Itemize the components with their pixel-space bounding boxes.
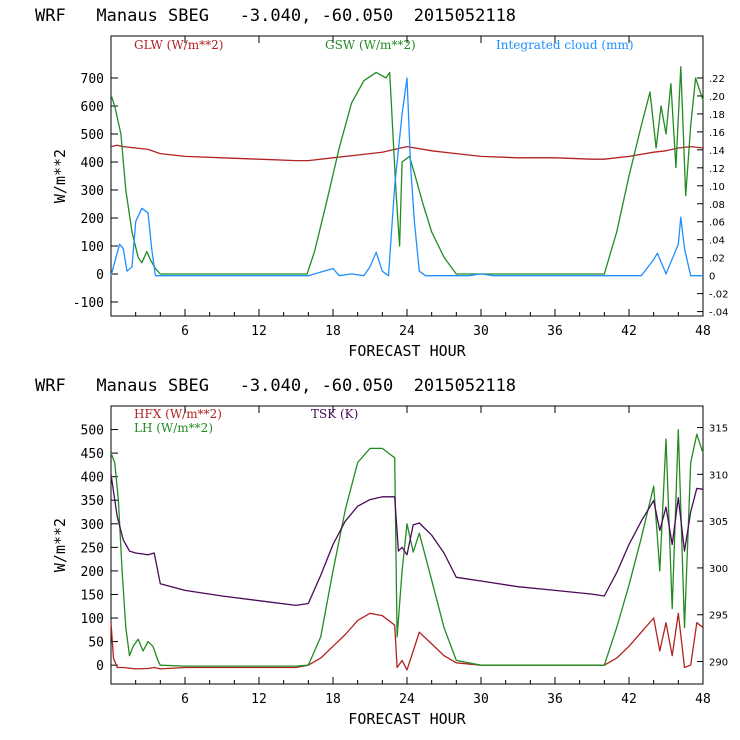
series-line-0: [110, 144, 704, 162]
x-tick-label: 24: [399, 692, 415, 707]
y-tick-label: 150: [81, 588, 104, 603]
y2-tick-label: .22: [709, 74, 725, 85]
y2-tick-label: 305: [709, 517, 728, 528]
legend-glw: GLW (W/m**2): [134, 38, 223, 52]
y-tick-label: 300: [81, 518, 104, 533]
y-tick-label: 250: [81, 541, 104, 556]
chart-0-marks: 6 12 18 24 30 36 42 48 -100 0 100 200 300 400 500 600 70…: [73, 36, 729, 339]
y-axis-label: W/m**2: [51, 149, 69, 203]
y2-tick-label: 300: [709, 564, 728, 575]
y-tick-label: 600: [81, 100, 104, 115]
y-tick-label: 700: [81, 72, 104, 87]
legend-hfx: HFX (W/m**2): [134, 407, 222, 421]
x-tick-label: 6: [181, 324, 189, 339]
series-line-2: [110, 474, 704, 607]
chart-fluxes-skin-temp: WRF Manaus SBEG -3.040, -60.050 20150521…: [35, 376, 728, 728]
y2-tick-label: .04: [709, 236, 725, 247]
y-tick-label: 400: [81, 471, 104, 486]
y2-tick-label: 0: [709, 272, 715, 283]
x-tick-label: 24: [399, 324, 415, 339]
x-tick-label: 12: [251, 324, 267, 339]
chart-1-marks: 6 12 18 24 30 36 42 48 0 50 100 150 200 250 300 350 400 4…: [81, 406, 728, 707]
y2-tick-label: .12: [709, 164, 725, 175]
x-tick-label: 30: [473, 324, 489, 339]
x-tick-label: 42: [621, 324, 637, 339]
x-tick-label: 36: [547, 692, 563, 707]
y-tick-label: 200: [81, 212, 104, 227]
y2-tick-label: .02: [709, 254, 725, 265]
y-tick-label: -100: [73, 296, 104, 311]
y2-tick-label: -.04: [709, 308, 729, 319]
y2-tick-label: 310: [709, 470, 728, 481]
y2-tick-label: 290: [709, 658, 728, 669]
y2-tick-label: .08: [709, 200, 725, 211]
y-tick-label: 500: [81, 424, 104, 439]
y2-tick-label: 295: [709, 611, 728, 622]
y-tick-label: 50: [88, 636, 104, 651]
y2-tick-label: -.02: [709, 290, 729, 301]
y-tick-label: 500: [81, 128, 104, 143]
x-tick-label: 36: [547, 324, 563, 339]
series-line-0: [110, 612, 704, 671]
y-tick-label: 200: [81, 565, 104, 580]
y2-tick-label: 315: [709, 424, 728, 435]
x-tick-label: 6: [181, 692, 189, 707]
y-axis-label: W/m**2: [51, 518, 69, 572]
x-tick-label: 18: [325, 324, 341, 339]
chart-title: WRF Manaus SBEG -3.040, -60.050 20150521…: [35, 376, 516, 396]
x-tick-label: 48: [695, 692, 711, 707]
y-tick-label: 100: [81, 612, 104, 627]
chart-radiation-cloud: WRF Manaus SBEG -3.040, -60.050 20150521…: [35, 6, 729, 360]
x-axis-label: FORECAST HOUR: [348, 342, 466, 360]
y-tick-label: 100: [81, 240, 104, 255]
legend-integrated-cloud: Integrated cloud (mm): [496, 38, 634, 52]
x-tick-label: 42: [621, 692, 637, 707]
legend-gsw: GSW (W/m**2): [325, 38, 416, 52]
y2-tick-label: .06: [709, 218, 725, 229]
x-tick-label: 48: [695, 324, 711, 339]
x-tick-label: 18: [325, 692, 341, 707]
chart-title: WRF Manaus SBEG -3.040, -60.050 20150521…: [35, 6, 516, 26]
x-axis-label: FORECAST HOUR: [348, 710, 466, 728]
y2-tick-label: .16: [709, 128, 725, 139]
y-tick-label: 400: [81, 156, 104, 171]
y-tick-label: 300: [81, 184, 104, 199]
series-line-2: [110, 77, 703, 277]
y2-tick-label: .18: [709, 110, 725, 121]
series-line-1: [110, 428, 704, 667]
y-tick-label: 450: [81, 447, 104, 462]
y2-tick-label: .20: [709, 92, 725, 103]
legend-lh: LH (W/m**2): [134, 421, 213, 435]
y-tick-label: 0: [96, 659, 104, 674]
legend-tsk: TSK (K): [311, 407, 358, 421]
x-tick-label: 12: [251, 692, 267, 707]
y-tick-label: 350: [81, 494, 104, 509]
x-tick-label: 30: [473, 692, 489, 707]
series-line-1: [110, 66, 704, 275]
y2-tick-label: .10: [709, 182, 725, 193]
y-tick-label: 0: [96, 268, 104, 283]
y2-tick-label: .14: [709, 146, 725, 157]
